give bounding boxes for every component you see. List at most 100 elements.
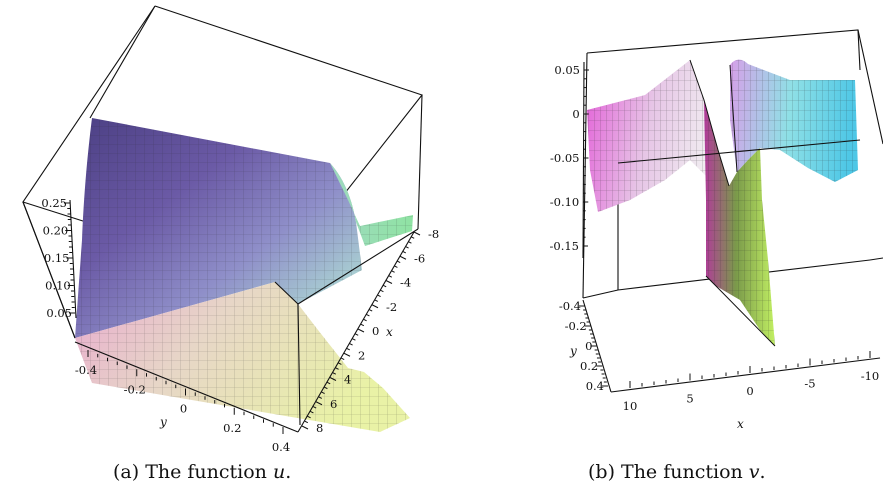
tick-label: 0 xyxy=(585,339,592,353)
panel-b-mesh xyxy=(704,100,775,346)
panel-a-box-edge xyxy=(22,201,76,339)
panel-a-mesh xyxy=(348,200,413,246)
tick-label: 0.4 xyxy=(272,440,290,454)
panel-a-caption-suffix: . xyxy=(285,461,291,483)
tick-label: -5 xyxy=(804,377,815,391)
tick-label: 8 xyxy=(316,421,323,435)
panel-b-z-ticks: 0.05 0 -0.05 -0.10 -0.15 xyxy=(550,63,589,253)
tick-label: 0.10 xyxy=(45,279,71,293)
minor-tick-mark xyxy=(360,323,365,327)
tick-label: 0 xyxy=(180,402,187,416)
tick-label: -10 xyxy=(861,369,880,383)
panel-b-mesh xyxy=(730,59,858,182)
tick-label: -0.05 xyxy=(550,151,580,165)
panel-a-mesh xyxy=(75,282,410,432)
minor-tick-mark xyxy=(402,250,407,254)
panel-a-y-axis xyxy=(74,341,299,433)
tick-label: -0.2 xyxy=(124,382,146,396)
minor-tick-mark xyxy=(312,406,317,409)
tick-mark xyxy=(315,401,323,406)
minor-tick-mark xyxy=(405,246,409,249)
tick-label: 0.20 xyxy=(43,224,69,238)
minor-tick-mark xyxy=(346,347,351,351)
minor-tick-mark xyxy=(304,420,309,424)
tick-label: 0.05 xyxy=(46,306,72,320)
tick-label: -0.2 xyxy=(565,319,587,333)
minor-tick-mark xyxy=(366,314,370,317)
tick-label: -4 xyxy=(400,276,411,290)
tick-label: 0.25 xyxy=(41,196,67,210)
tick-mark xyxy=(413,231,421,236)
tick-label: 5 xyxy=(686,392,693,406)
panel-a-box-edge xyxy=(274,281,299,305)
panel-b-x-axis-label: x xyxy=(737,417,744,431)
panel-b-y-ticks: -0.4 -0.2 0 0.2 0.4 xyxy=(559,299,608,393)
panel-a-y-ticks: -0.4 -0.2 0 0.2 0.4 xyxy=(75,350,290,454)
tick-label: 10 xyxy=(623,399,638,413)
tick-label: 0.4 xyxy=(586,379,604,393)
panel-a-y-axis-label: y xyxy=(159,415,167,429)
panel-a-z-ticks: 0.05 0.10 0.15 0.20 0.25 xyxy=(41,196,75,320)
panel-a-box-edge xyxy=(297,303,301,426)
panel-b-caption-prefix: (b) The function xyxy=(588,461,749,483)
minor-tick-mark xyxy=(368,309,373,312)
minor-tick-mark xyxy=(349,343,353,346)
tick-label: -6 xyxy=(414,251,425,265)
minor-tick-mark xyxy=(408,241,412,244)
panel-a-caption-prefix: (a) The function xyxy=(113,461,273,483)
panel-a-z-axis xyxy=(69,199,77,319)
tick-label: -0.4 xyxy=(75,363,97,377)
panel-b-z-axis xyxy=(582,61,585,259)
tick-mark xyxy=(301,425,309,430)
minor-tick-mark xyxy=(324,386,328,390)
tick-label: -8 xyxy=(428,227,439,241)
minor-tick-mark xyxy=(338,362,342,365)
minor-tick-mark xyxy=(352,338,356,341)
panel-a-mesh xyxy=(75,118,362,338)
minor-tick-mark xyxy=(335,367,339,370)
minor-tick-mark xyxy=(321,391,325,394)
panel-b-box-edge xyxy=(869,257,883,261)
tick-label: 0.05 xyxy=(554,63,580,77)
panel-b-y-axis xyxy=(582,299,612,393)
panel-a-caption: (a) The function u. xyxy=(113,461,291,483)
tick-label: 0.2 xyxy=(223,421,241,435)
panel-b-mesh xyxy=(587,60,729,212)
panel-b-caption-suffix: . xyxy=(760,461,766,483)
panel-b-caption: (b) The function v. xyxy=(588,461,766,483)
tick-label: -2 xyxy=(386,300,397,314)
tick-mark xyxy=(385,280,393,284)
tick-label: 0 xyxy=(746,384,753,398)
tick-label: 0 xyxy=(372,324,379,338)
panel-b-x-axis xyxy=(610,357,881,393)
tick-label: 0.15 xyxy=(44,251,70,265)
panel-b-caption-var: v xyxy=(749,461,760,483)
minor-tick-mark xyxy=(377,294,381,297)
tick-mark xyxy=(371,304,379,309)
tick-mark xyxy=(343,352,351,357)
minor-tick-mark xyxy=(410,236,415,239)
minor-tick-mark xyxy=(318,396,323,399)
minor-tick-mark xyxy=(310,411,314,414)
minor-tick-mark xyxy=(382,284,387,288)
minor-tick-mark xyxy=(307,415,311,419)
minor-tick-mark xyxy=(326,381,331,385)
minor-tick-mark xyxy=(380,289,384,293)
panel-b-box-edge xyxy=(617,139,861,164)
minor-tick-mark xyxy=(363,318,367,322)
minor-tick-mark xyxy=(388,275,393,278)
tick-label: 2 xyxy=(358,348,365,362)
tick-label: 6 xyxy=(330,397,337,411)
tick-mark xyxy=(399,255,407,260)
tick-label: -0.15 xyxy=(550,239,580,253)
tick-label: 0 xyxy=(572,107,579,121)
minor-tick-mark xyxy=(332,372,337,375)
tick-label: -0.4 xyxy=(559,299,581,313)
minor-tick-mark xyxy=(394,265,398,268)
panel-a-box-edge xyxy=(297,228,419,305)
minor-tick-mark xyxy=(354,333,359,336)
panel-a-box-edge xyxy=(417,94,423,230)
minor-tick-mark xyxy=(374,299,379,302)
